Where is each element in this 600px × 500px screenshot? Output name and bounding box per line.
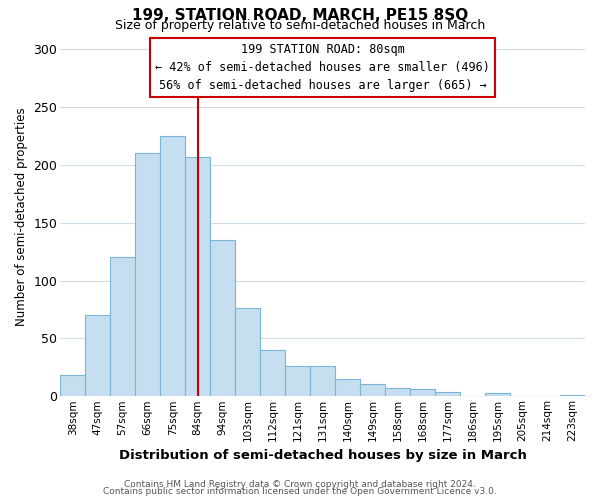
Bar xyxy=(135,153,160,396)
Bar xyxy=(185,156,210,396)
Text: 199, STATION ROAD, MARCH, PE15 8SQ: 199, STATION ROAD, MARCH, PE15 8SQ xyxy=(132,8,468,22)
Text: Contains public sector information licensed under the Open Government Licence v3: Contains public sector information licen… xyxy=(103,487,497,496)
Bar xyxy=(260,350,285,397)
Bar xyxy=(485,393,510,396)
Y-axis label: Number of semi-detached properties: Number of semi-detached properties xyxy=(15,108,28,326)
Bar xyxy=(60,376,85,396)
X-axis label: Distribution of semi-detached houses by size in March: Distribution of semi-detached houses by … xyxy=(119,450,527,462)
Bar xyxy=(235,308,260,396)
Text: 199 STATION ROAD: 80sqm
← 42% of semi-detached houses are smaller (496)
56% of s: 199 STATION ROAD: 80sqm ← 42% of semi-de… xyxy=(155,43,490,92)
Text: Contains HM Land Registry data © Crown copyright and database right 2024.: Contains HM Land Registry data © Crown c… xyxy=(124,480,476,489)
Bar xyxy=(210,240,235,396)
Bar xyxy=(160,136,185,396)
Bar xyxy=(560,395,585,396)
Bar xyxy=(335,379,360,396)
Bar xyxy=(85,316,110,396)
Text: Size of property relative to semi-detached houses in March: Size of property relative to semi-detach… xyxy=(115,18,485,32)
Bar xyxy=(110,258,135,396)
Bar xyxy=(435,392,460,396)
Bar xyxy=(360,384,385,396)
Bar xyxy=(310,366,335,396)
Bar xyxy=(410,390,435,396)
Bar xyxy=(385,388,410,396)
Bar xyxy=(285,366,310,396)
